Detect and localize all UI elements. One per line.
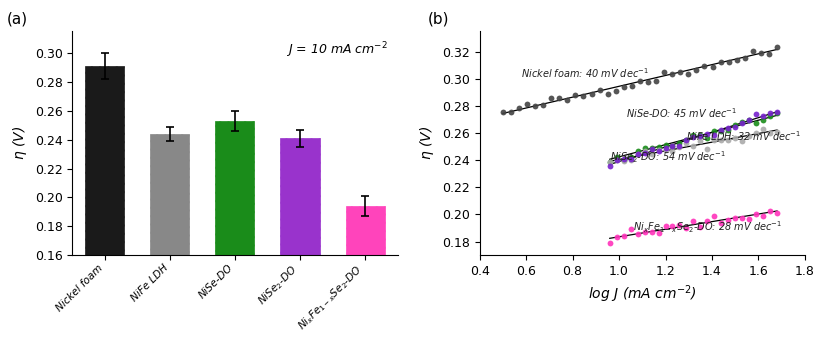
Text: Ni$_x$Fe$_{1-x}$Se$_2$-DO: 28 mV dec$^{-1}$: Ni$_x$Fe$_{1-x}$Se$_2$-DO: 28 mV dec$^{-… — [633, 219, 782, 235]
Text: $J$ = 10 mA cm$^{-2}$: $J$ = 10 mA cm$^{-2}$ — [286, 40, 388, 60]
Text: NiFe LDH: 32 mV dec$^{-1}$: NiFe LDH: 32 mV dec$^{-1}$ — [686, 129, 801, 143]
Text: (a): (a) — [7, 12, 28, 27]
Text: NiSe-DO: 45 mV dec$^{-1}$: NiSe-DO: 45 mV dec$^{-1}$ — [626, 106, 737, 120]
Text: NiSe$_2$-DO: 54 mV dec$^{-1}$: NiSe$_2$-DO: 54 mV dec$^{-1}$ — [610, 150, 725, 165]
Bar — [85, 66, 125, 344]
Bar — [150, 134, 189, 344]
X-axis label: log $J$ (mA cm$^{-2}$): log $J$ (mA cm$^{-2}$) — [588, 283, 696, 305]
Bar — [281, 138, 320, 344]
Text: (b): (b) — [428, 12, 449, 27]
Y-axis label: $\eta$ (V): $\eta$ (V) — [11, 126, 29, 160]
Bar — [345, 206, 385, 344]
Text: Nickel foam: 40 mV dec$^{-1}$: Nickel foam: 40 mV dec$^{-1}$ — [521, 66, 649, 79]
Bar — [216, 121, 254, 344]
Y-axis label: $\eta$ (V): $\eta$ (V) — [419, 126, 436, 160]
